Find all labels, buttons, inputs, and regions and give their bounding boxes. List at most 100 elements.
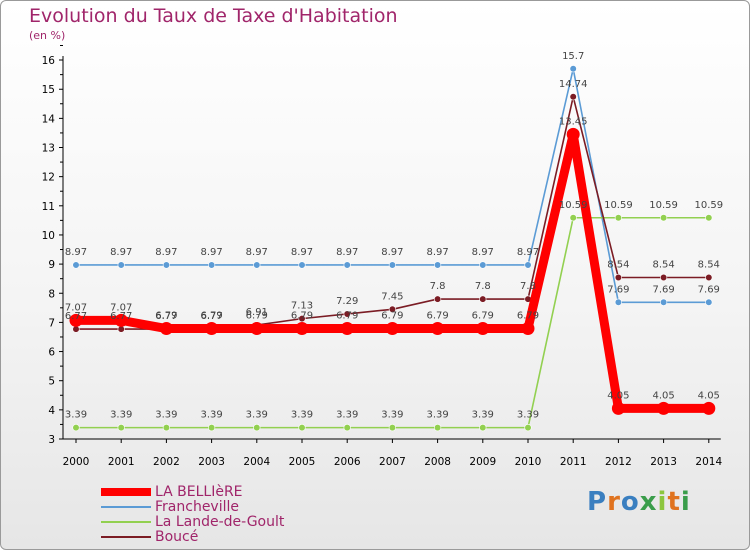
- logo-letter: P: [587, 487, 608, 517]
- data-point: [705, 273, 713, 282]
- y-tick-label: 6: [48, 347, 55, 359]
- x-tick-label: 2007: [379, 456, 406, 468]
- data-point: [162, 261, 170, 269]
- data-label: 3.39: [426, 410, 448, 421]
- x-tick-label: 2004: [243, 456, 270, 468]
- logo-letter: i: [657, 487, 668, 517]
- data-point: [114, 313, 128, 327]
- data-label: 3.39: [200, 410, 222, 421]
- data-point: [705, 214, 713, 222]
- x-tick-label: 2000: [63, 456, 90, 468]
- x-tick-label: 2013: [650, 456, 677, 468]
- data-label: 8.54: [652, 260, 674, 271]
- data-point: [659, 273, 668, 282]
- data-label: 15.7: [562, 51, 584, 62]
- data-label: 6.79: [517, 311, 539, 322]
- data-point: [298, 424, 306, 432]
- data-point: [340, 322, 354, 336]
- y-tick-label: 5: [48, 376, 55, 388]
- data-label: 6.79: [472, 311, 494, 322]
- data-label: 7.07: [110, 302, 132, 313]
- data-point: [434, 261, 442, 269]
- data-label: 8.97: [381, 247, 403, 258]
- data-point: [117, 424, 125, 432]
- data-point: [521, 322, 535, 336]
- legend-swatch-la-lande-de-goult: [101, 520, 151, 523]
- data-label: 3.39: [517, 410, 539, 421]
- y-tick-label: 10: [42, 230, 55, 242]
- logo-letter: i: [680, 487, 691, 517]
- x-tick-label: 2012: [605, 456, 632, 468]
- y-tick-label: 16: [42, 55, 56, 67]
- data-point: [343, 261, 351, 269]
- y-tick-label: 4: [48, 405, 55, 417]
- x-tick-label: 2011: [560, 456, 587, 468]
- data-point: [117, 261, 125, 269]
- data-point: [479, 424, 487, 432]
- legend-swatch-francheville: [101, 505, 151, 508]
- series-line: [76, 129, 709, 413]
- x-tick-label: 2003: [198, 456, 225, 468]
- data-label: 4.05: [698, 390, 720, 401]
- data-point: [614, 214, 623, 222]
- data-point: [298, 261, 306, 269]
- data-label: 6.77: [110, 311, 132, 322]
- y-tick-label: 3: [48, 434, 55, 446]
- legend: LA BELLIèRE Francheville La Lande-de-Gou…: [101, 484, 285, 545]
- data-label: 8.54: [698, 260, 720, 271]
- y-tick-label: 9: [48, 259, 55, 271]
- data-label: 7.07: [65, 302, 87, 313]
- logo-letter: r: [607, 487, 621, 517]
- data-point: [434, 424, 442, 432]
- data-point: [159, 322, 173, 336]
- data-point: [614, 273, 623, 282]
- data-point: [569, 93, 577, 101]
- legend-label-la-lande-de-goult: La Lande-de-Goult: [155, 513, 285, 530]
- data-point: [388, 305, 397, 313]
- data-point: [205, 322, 219, 336]
- data-point: [72, 261, 80, 269]
- x-tick-label: 2008: [424, 456, 451, 468]
- data-label: 8.97: [155, 247, 177, 258]
- proxiti-logo: Proxiti: [587, 487, 691, 517]
- data-label: 6.77: [65, 311, 87, 322]
- data-point: [385, 322, 399, 336]
- logo-letter: x: [639, 487, 658, 517]
- data-label: 7.69: [652, 284, 674, 295]
- data-point: [614, 298, 623, 306]
- data-point: [659, 298, 668, 306]
- data-label: 6.77: [200, 311, 222, 322]
- chart-subtitle: (en %): [29, 29, 66, 42]
- data-label: 3.39: [472, 410, 494, 421]
- legend-item-bouce: Boucé: [101, 529, 284, 545]
- data-label: 13.45: [559, 116, 588, 127]
- data-label: 3.39: [65, 410, 87, 421]
- x-tick-label: 2014: [695, 456, 722, 468]
- data-label: 7.45: [381, 291, 403, 302]
- data-label: 8.54: [607, 260, 629, 271]
- data-label: 8.97: [517, 247, 539, 258]
- data-label: 6.79: [246, 311, 268, 322]
- logo-letter: o: [620, 487, 640, 517]
- data-point: [524, 261, 532, 269]
- data-label: 8.97: [110, 247, 132, 258]
- data-label: 6.91: [246, 307, 268, 318]
- data-label: 6.79: [381, 311, 403, 322]
- data-label: 6.79: [336, 311, 358, 322]
- data-label: 7.8: [520, 281, 536, 292]
- y-tick-label: 15: [42, 84, 55, 96]
- data-label: 3.39: [381, 410, 403, 421]
- data-point: [524, 424, 532, 432]
- data-label: 7.8: [475, 281, 491, 292]
- data-label: 3.39: [246, 410, 268, 421]
- data-point: [208, 261, 216, 269]
- data-point: [479, 261, 487, 269]
- x-tick-label: 2001: [108, 456, 135, 468]
- data-label: 7.69: [698, 284, 720, 295]
- data-point: [659, 214, 668, 222]
- legend-swatch-bouce: [101, 535, 151, 538]
- data-point: [388, 424, 397, 432]
- data-point: [388, 261, 397, 269]
